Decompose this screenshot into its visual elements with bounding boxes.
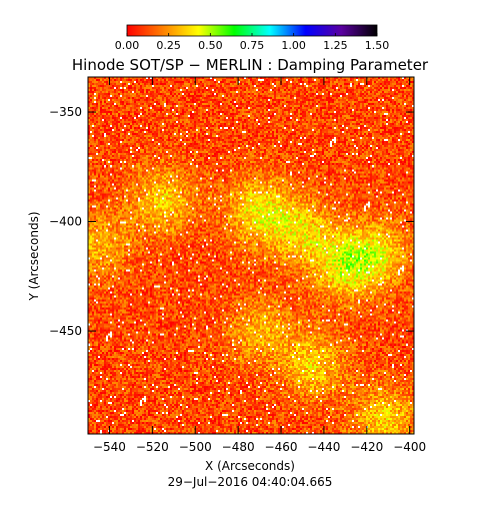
x-tick-label: −520 xyxy=(136,440,169,454)
y-tick-label: −450 xyxy=(49,324,82,338)
colorbar-tick-label: 0.25 xyxy=(156,39,181,52)
y-axis: −350 −400 −450 xyxy=(49,105,414,338)
x-tick-label: −460 xyxy=(265,440,298,454)
x-tick-label: −500 xyxy=(179,440,212,454)
heatmap-image xyxy=(88,77,414,434)
x-tick-label: −480 xyxy=(222,440,255,454)
x-tick-label: −440 xyxy=(307,440,340,454)
x-axis-label: X (Arcseconds) xyxy=(205,459,295,473)
y-axis-label: Y (Arcseconds) xyxy=(27,211,41,301)
colorbar-tick-label: 1.00 xyxy=(281,39,306,52)
colorbar-tick-label: 0.50 xyxy=(198,39,223,52)
colorbar-tick-label: 1.25 xyxy=(323,39,348,52)
colorbar-tick-label: 0.00 xyxy=(115,39,140,52)
x-tick-label: −540 xyxy=(93,440,126,454)
colorbar-tick-label: 0.75 xyxy=(240,39,265,52)
x-tick-label: −400 xyxy=(393,440,426,454)
colorbar: 0.00 0.25 0.50 0.75 1.00 1.25 1.50 xyxy=(115,24,390,52)
colorbar-ticks: 0.00 0.25 0.50 0.75 1.00 1.25 1.50 xyxy=(115,33,390,52)
observation-timestamp: 29−Jul−2016 04:40:04.665 xyxy=(168,475,333,489)
y-tick-label: −400 xyxy=(49,215,82,229)
y-tick-label: −350 xyxy=(49,105,82,119)
chart-title: Hinode SOT/SP − MERLIN : Damping Paramet… xyxy=(72,56,429,74)
colorbar-tick-label: 1.50 xyxy=(365,39,390,52)
x-axis: −540 −520 −500 −480 −460 −440 −420 −400 xyxy=(93,77,426,454)
x-tick-label: −420 xyxy=(350,440,383,454)
plot-frame xyxy=(87,76,415,435)
